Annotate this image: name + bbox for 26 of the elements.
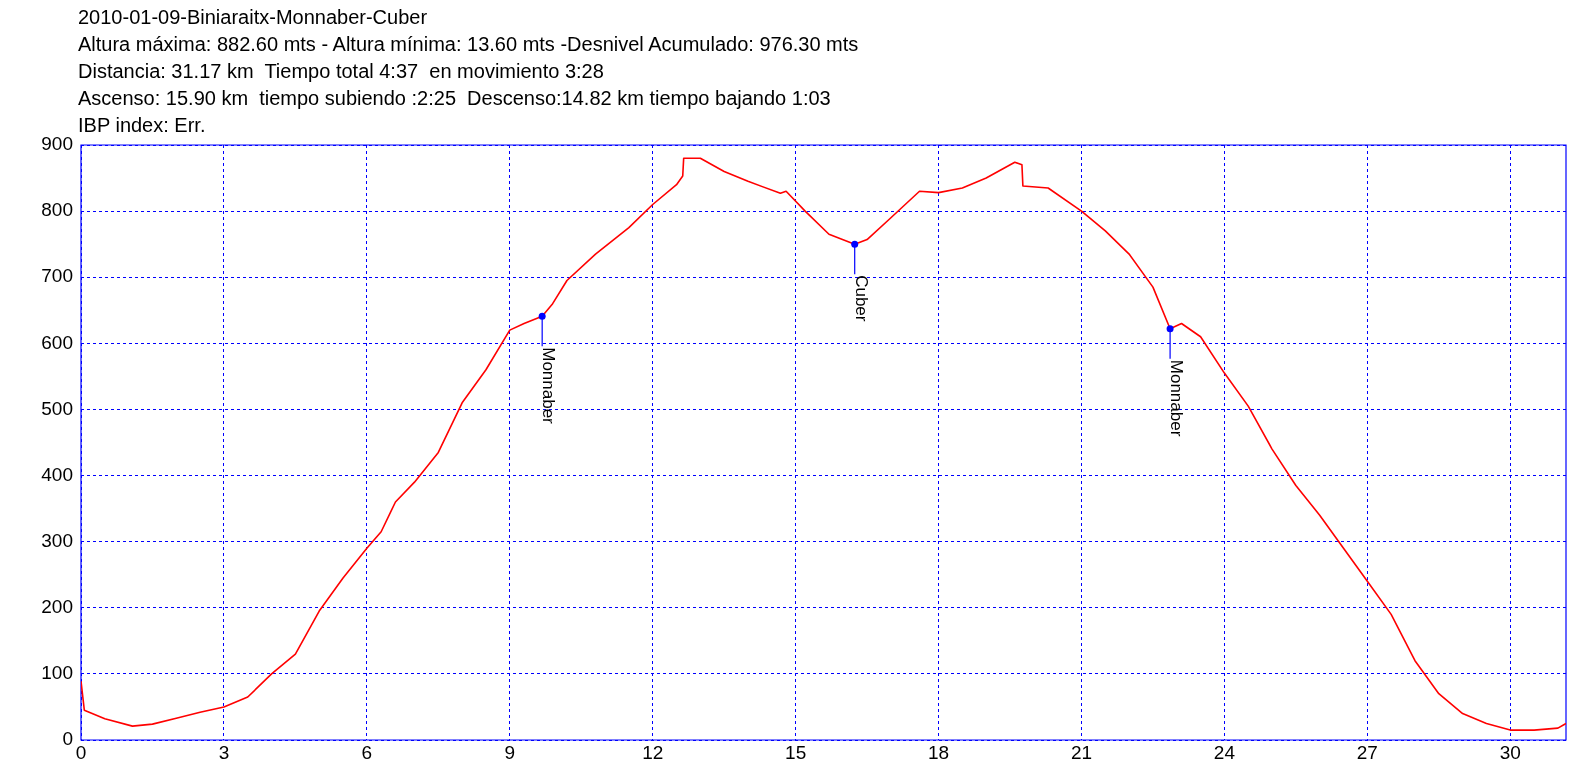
chart-subtitle: Altura máxima: 882.60 mts - Altura mínima: 13.60 mts -Desnivel Acumulado: 976.30 mts Distancia: 31.17 km Tiempo total 4:37 en movimiento 3:28 Ascenso: 15.90 km tiempo subiendo :2:25 Descenso:14.82 km tiempo bajando 1:03 <box>78 32 859 111</box>
x-tick-label: 3 <box>218 741 230 763</box>
annotation: Monnaber <box>1167 359 1187 437</box>
text: IBP index: Err. <box>78 113 207 138</box>
y-tick-label: 900 <box>41 133 73 155</box>
y-tick-label: 700 <box>41 265 73 287</box>
y-tick-label: 800 <box>41 199 73 221</box>
y-tick-label: 100 <box>41 662 73 684</box>
annotation: Cuber <box>852 275 872 322</box>
x-tick-label: 9 <box>504 741 516 763</box>
y-tick-label: 600 <box>41 331 73 353</box>
x-tick-label: 15 <box>785 741 807 763</box>
x-tick-label: 6 <box>361 741 373 763</box>
x-tick-label: 30 <box>1499 741 1521 763</box>
x-tick-label: 12 <box>642 741 664 763</box>
x-tick-label: 0 <box>75 741 87 763</box>
y-tick-label: 200 <box>41 596 73 618</box>
x-tick-label: 24 <box>1213 741 1236 763</box>
y-tick-label: 500 <box>41 397 73 419</box>
annotation: Monnaber <box>539 347 559 425</box>
y-tick-label: 400 <box>41 463 73 485</box>
x-tick-label: 18 <box>927 741 950 763</box>
x-tick-label: 27 <box>1356 741 1378 763</box>
chart-title: 2010-01-09-Biniaraitx-Monnaber-Cuber <box>78 5 429 30</box>
x-tick-label: 21 <box>1070 741 1093 763</box>
y-tick-label: 300 <box>41 529 73 551</box>
